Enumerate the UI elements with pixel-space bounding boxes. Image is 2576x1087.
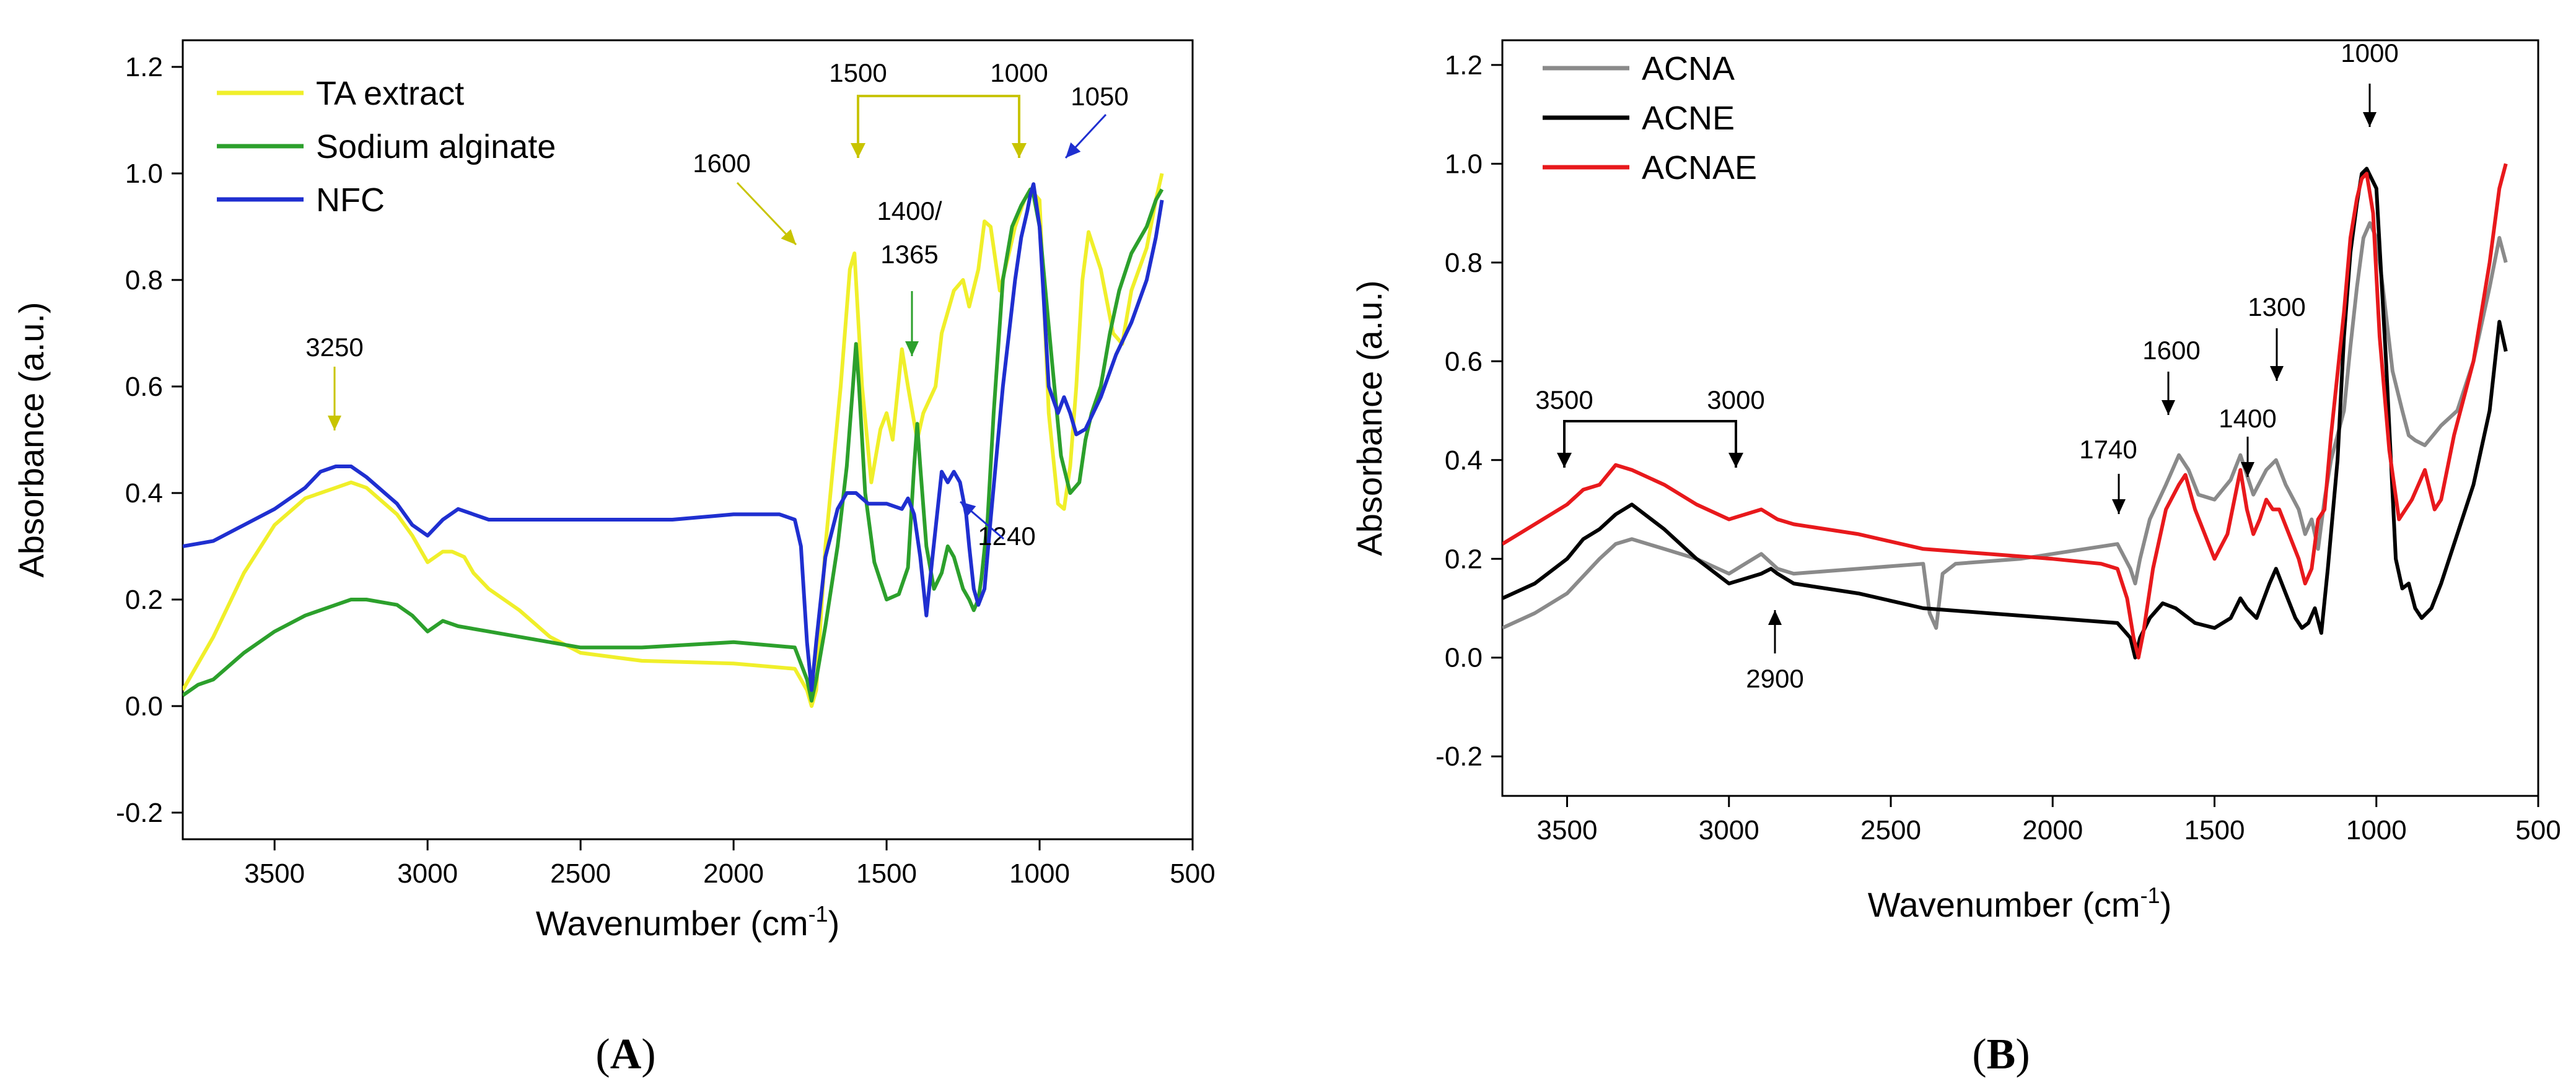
arrow-head	[781, 229, 796, 245]
plot-frame	[182, 39, 1194, 840]
legend-label-ta-extract: TA extract	[316, 75, 464, 112]
legend-label-sodium-alginate: Sodium alginate	[316, 128, 556, 165]
x-tick-label: 3500	[244, 858, 305, 889]
annotation-label: 3500	[1535, 385, 1593, 414]
y-tick-label: 0.0	[1445, 643, 1483, 673]
arrow-head	[905, 341, 919, 356]
annotation-bracket	[857, 95, 1020, 158]
arrow-head	[1066, 142, 1081, 158]
annotation-label: 1365	[880, 240, 938, 269]
y-tick-label: 1.2	[1445, 50, 1483, 81]
x-tick-label: 2000	[2022, 815, 2083, 845]
y-tick-label: 1.2	[125, 52, 163, 82]
y-tick-label: 1.0	[125, 159, 163, 189]
x-tick-label: 2500	[1860, 815, 1921, 845]
legend-label-acnae: ACNAE	[1642, 149, 1757, 186]
y-tick-label: 0.6	[125, 372, 163, 402]
annotation-label: 3000	[1707, 385, 1764, 414]
x-tick-label: 3500	[1537, 815, 1598, 845]
y-tick-label: -0.2	[116, 798, 163, 828]
y-tick-label: 0.2	[125, 585, 163, 615]
panel-b: 3500 3000 2500 2000 1500 1000 500 -0.2 0.0 0.2 0.4…	[1350, 38, 2561, 1078]
arrow-head	[2270, 366, 2284, 381]
arrow-head	[851, 143, 865, 158]
annotation-label: 1000	[2341, 38, 2398, 68]
annotation-label: 1400/	[877, 196, 942, 225]
x-axis-title: Wavenumber (cm-1)	[1868, 883, 2171, 924]
annotation-label: 3250	[305, 333, 363, 362]
annotation-label: 1500	[829, 58, 887, 87]
arrow-head	[1012, 143, 1027, 158]
x-tick-label: 500	[2515, 815, 2561, 845]
series-line-nfc	[183, 182, 1164, 692]
y-tick-label: 0.8	[1445, 248, 1483, 278]
series-line-acne	[1502, 167, 2508, 660]
arrow-head	[1768, 610, 1782, 625]
series-line-ta-extract	[183, 173, 1164, 708]
annotation-label: 1050	[1071, 82, 1128, 111]
x-tick-label: 500	[1170, 858, 1215, 889]
x-tick-label: 1500	[856, 858, 917, 889]
x-tick-label: 1000	[2346, 815, 2407, 845]
y-tick-label: 0.4	[125, 478, 163, 509]
arrow-head	[2112, 499, 2126, 514]
y-tick-label: 0.8	[125, 265, 163, 295]
y-tick-label: 0.6	[1445, 346, 1483, 377]
arrow-head	[1557, 453, 1572, 468]
legend-label-acne: ACNE	[1642, 100, 1735, 137]
annotation-label: 1300	[2248, 292, 2305, 321]
legend-label-acna: ACNA	[1642, 50, 1735, 87]
panel-label: (A)	[595, 1031, 655, 1078]
annotation-label: 1400	[2219, 404, 2276, 433]
y-axis-title: Absorbance (a.u.)	[1350, 280, 1389, 556]
annotation-label: 1740	[2079, 435, 2137, 464]
x-tick-label: 3000	[397, 858, 458, 889]
x-tick-label: 3000	[1699, 815, 1759, 845]
y-tick-label: 0.0	[125, 691, 163, 722]
series-line-acna	[1502, 221, 2508, 630]
x-axis-title: Wavenumber (cm-1)	[536, 901, 839, 943]
arrow-head	[1728, 453, 1743, 468]
annotation-label: 1240	[978, 522, 1035, 551]
annotation-label: 1000	[990, 58, 1048, 87]
annotation-label: 1600	[2142, 336, 2200, 365]
x-tick-label: 1000	[1009, 858, 1070, 889]
panel-label: (B)	[1972, 1031, 2030, 1078]
y-tick-label: 0.2	[1445, 544, 1483, 574]
arrow-head	[960, 502, 976, 517]
y-tick-label: 0.4	[1445, 445, 1483, 476]
y-axis-title: Absorbance (a.u.)	[12, 302, 51, 577]
y-tick-label: 1.0	[1445, 149, 1483, 179]
x-tick-label: 2500	[550, 858, 611, 889]
arrow-head	[2363, 112, 2377, 127]
annotation-label: 1600	[693, 149, 750, 178]
x-tick-label: 2000	[703, 858, 764, 889]
x-tick-label: 1500	[2184, 815, 2245, 845]
plot-frame	[1501, 39, 2539, 797]
legend-label-nfc: NFC	[316, 181, 385, 219]
arrow-head	[328, 416, 341, 430]
arrow-head	[2162, 400, 2175, 415]
series-line-acnae	[1502, 163, 2508, 660]
panel-a: 3500 3000 2500 2000 1500 1000 500 -0.2 0.0 0.2 0.4…	[12, 39, 1216, 1078]
series-line-sodium-alginate	[183, 187, 1164, 703]
annotation-label: 2900	[1746, 664, 1803, 693]
annotation-bracket	[1563, 420, 1737, 468]
arrow-head	[2241, 462, 2254, 477]
y-tick-label: -0.2	[1435, 741, 1483, 772]
